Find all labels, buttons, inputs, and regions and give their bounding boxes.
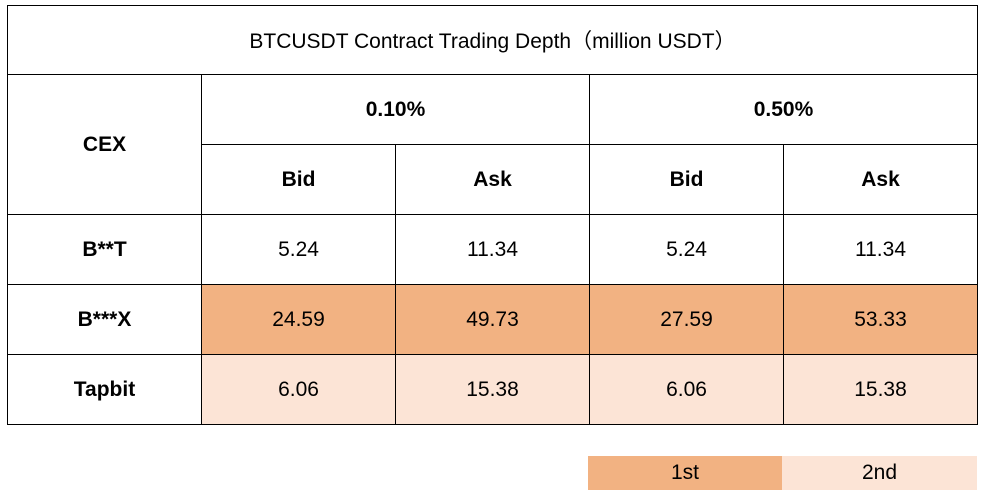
value-cell: 49.73 <box>395 284 590 355</box>
group-header: 0.50% <box>589 74 978 145</box>
exchange-label: B***X <box>7 284 202 355</box>
value-cell: 11.34 <box>783 214 978 285</box>
table-title: BTCUSDT Contract Trading Depth（million U… <box>7 5 978 75</box>
group-header: 0.10% <box>201 74 590 145</box>
value-cell: 5.24 <box>589 214 784 285</box>
value-cell: 11.34 <box>395 214 590 285</box>
value-cell: 15.38 <box>783 354 978 425</box>
legend-swatch-1st: 1st <box>588 456 782 490</box>
subcolumn-header: Ask <box>783 144 978 215</box>
value-cell: 27.59 <box>589 284 784 355</box>
subcolumn-header: Ask <box>395 144 590 215</box>
depth-table: BTCUSDT Contract Trading Depth（million U… <box>7 5 978 425</box>
corner-label: CEX <box>7 74 202 215</box>
table-row: B***X 24.59 49.73 27.59 53.33 <box>7 284 978 355</box>
subcolumn-header: Bid <box>589 144 784 215</box>
value-cell: 53.33 <box>783 284 978 355</box>
legend-label: 2nd <box>861 461 898 484</box>
table-row: B**T 5.24 11.34 5.24 11.34 <box>7 214 978 285</box>
value-cell: 15.38 <box>395 354 590 425</box>
exchange-label: Tapbit <box>7 354 202 425</box>
value-cell: 6.06 <box>201 354 396 425</box>
table-row: Tapbit 6.06 15.38 6.06 15.38 <box>7 354 978 425</box>
value-cell: 5.24 <box>201 214 396 285</box>
legend-label: 1st <box>670 461 699 484</box>
exchange-label: B**T <box>7 214 202 285</box>
value-cell: 6.06 <box>589 354 784 425</box>
legend-swatch-2nd: 2nd <box>782 456 977 490</box>
subcolumn-header: Bid <box>201 144 396 215</box>
value-cell: 24.59 <box>201 284 396 355</box>
